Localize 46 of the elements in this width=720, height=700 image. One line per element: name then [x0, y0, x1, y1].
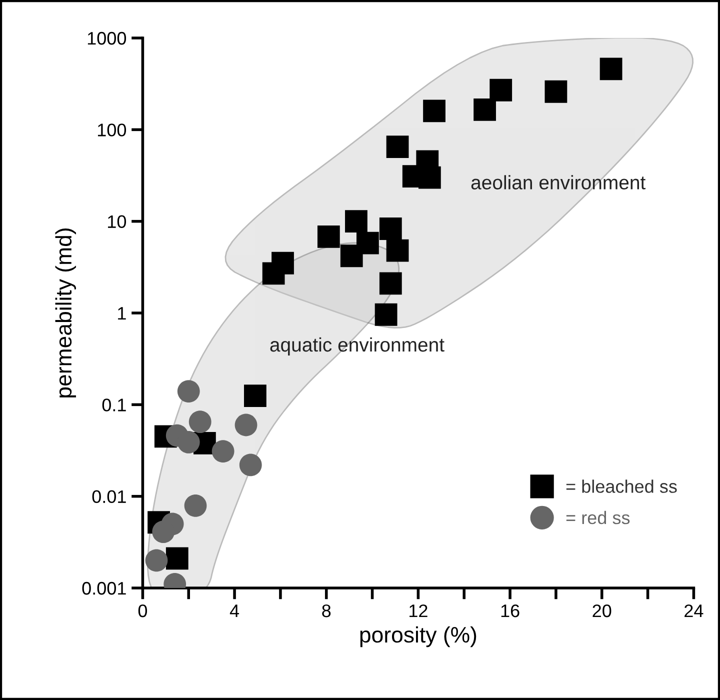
point — [145, 549, 168, 572]
point — [386, 136, 409, 158]
point — [177, 380, 200, 402]
point — [379, 218, 402, 240]
y-tick-label: 0.01 — [92, 490, 126, 504]
point — [600, 58, 622, 80]
y-tick-label: 1000 — [88, 32, 126, 45]
legend-label: = red ss — [566, 510, 630, 524]
y-axis-title: permeability (md) — [55, 228, 76, 398]
point — [184, 494, 207, 517]
point — [379, 272, 402, 295]
point — [317, 225, 340, 248]
point — [177, 430, 200, 454]
point — [234, 414, 258, 436]
point — [386, 239, 409, 262]
y-tick-label: 10 — [108, 215, 126, 228]
point — [212, 440, 234, 462]
point — [423, 100, 446, 122]
x-tick-label: 4 — [230, 604, 240, 618]
point — [244, 384, 266, 407]
x-tick-label: 0 — [138, 604, 148, 618]
point — [152, 520, 175, 544]
x-tick-label: 8 — [322, 604, 331, 618]
annotation: aquatic environment — [270, 337, 444, 356]
x-tick-label: 16 — [501, 604, 520, 618]
point — [166, 547, 188, 570]
point — [474, 98, 496, 121]
point — [239, 454, 262, 476]
y-tick-label: 0.1 — [102, 398, 126, 412]
x-tick-label: 12 — [410, 604, 428, 618]
point — [262, 262, 285, 285]
x-axis-title: porosity (%) — [360, 626, 476, 648]
point — [374, 303, 398, 326]
point — [345, 210, 368, 233]
y-tick-label: 0.001 — [82, 582, 126, 595]
point — [188, 410, 212, 434]
legend-label: = bleached ss — [566, 480, 677, 493]
point — [490, 78, 512, 102]
x-tick-label: 20 — [592, 604, 612, 618]
point — [544, 80, 568, 103]
point — [340, 244, 363, 268]
x-tick-label: 24 — [684, 604, 704, 618]
y-tick-label: 1 — [118, 307, 126, 320]
annotation: aeolian environment — [471, 175, 646, 190]
y-tick-label: 100 — [98, 124, 126, 136]
point — [418, 166, 441, 189]
